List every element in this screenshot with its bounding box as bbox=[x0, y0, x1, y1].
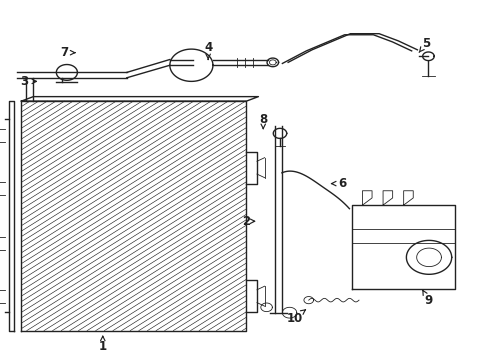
Text: 5: 5 bbox=[418, 37, 429, 52]
Text: 7: 7 bbox=[61, 46, 75, 59]
Text: 1: 1 bbox=[99, 336, 107, 353]
Text: 4: 4 bbox=[203, 41, 212, 59]
Text: 8: 8 bbox=[259, 113, 267, 129]
Text: 9: 9 bbox=[422, 291, 432, 307]
Text: 3: 3 bbox=[20, 75, 37, 88]
Text: 6: 6 bbox=[331, 177, 346, 190]
Text: 2: 2 bbox=[242, 215, 254, 228]
Text: 10: 10 bbox=[285, 310, 305, 325]
